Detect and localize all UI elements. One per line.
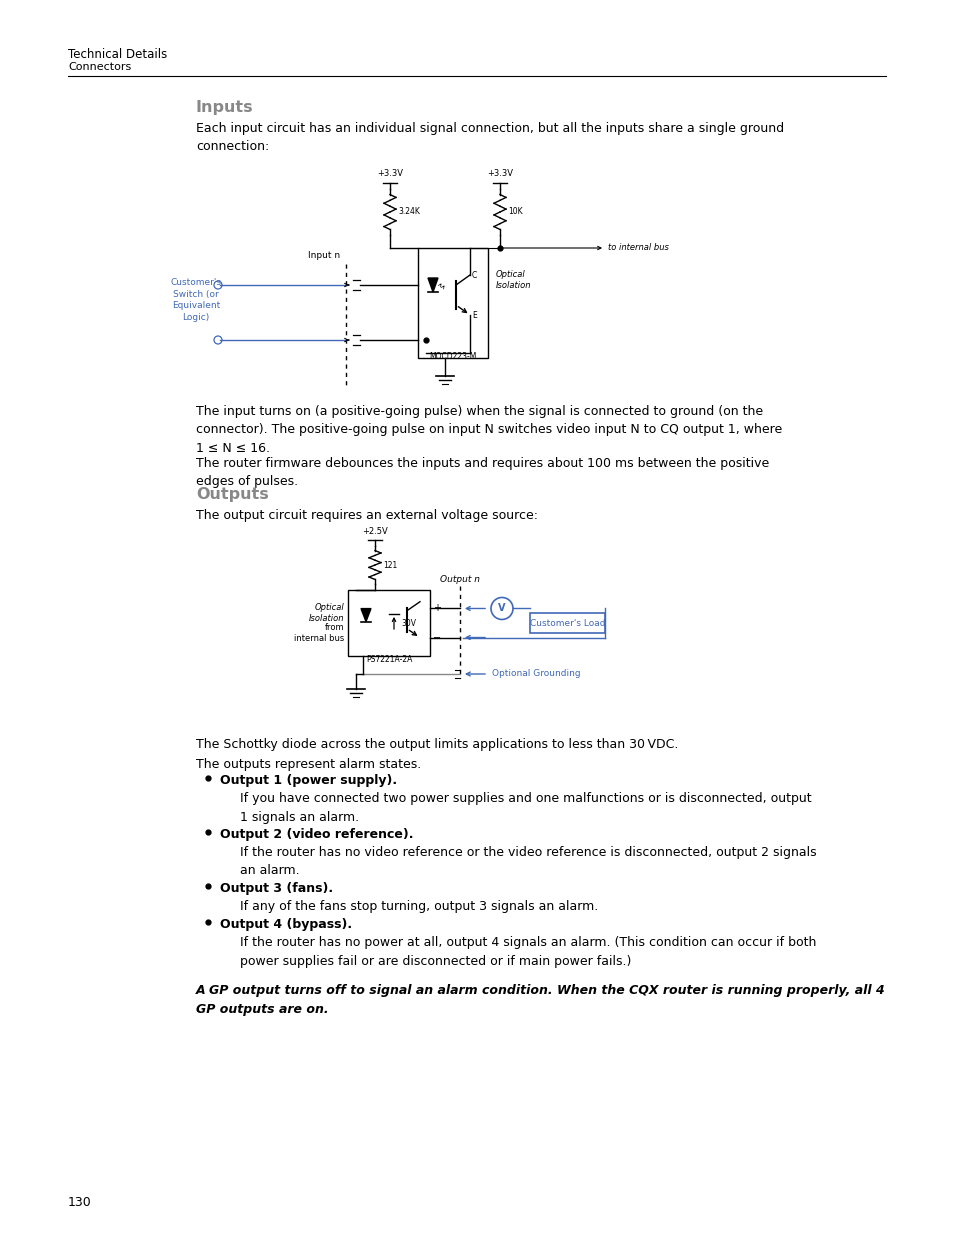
Text: The router firmware debounces the inputs and requires about 100 ms between the p: The router firmware debounces the inputs… <box>195 457 768 489</box>
Text: PS7221A-2A: PS7221A-2A <box>365 655 412 664</box>
Text: A GP output turns off to signal an alarm condition. When the CQX router is runni: A GP output turns off to signal an alarm… <box>195 984 884 1015</box>
Text: +2.5V: +2.5V <box>362 527 388 536</box>
Text: 130: 130 <box>68 1195 91 1209</box>
Text: 10K: 10K <box>507 207 522 216</box>
Text: Optical
Isolation: Optical Isolation <box>308 603 344 624</box>
Text: If any of the fans stop turning, output 3 signals an alarm.: If any of the fans stop turning, output … <box>240 900 598 913</box>
Text: −: − <box>433 632 440 642</box>
Text: to internal bus: to internal bus <box>607 243 668 252</box>
Text: +3.3V: +3.3V <box>486 169 513 178</box>
Bar <box>530 613 604 634</box>
Text: Each input circuit has an individual signal connection, but all the inputs share: Each input circuit has an individual sig… <box>195 122 783 153</box>
Text: If the router has no power at all, output 4 signals an alarm. (This condition ca: If the router has no power at all, outpu… <box>240 936 816 967</box>
Text: Connectors: Connectors <box>68 62 132 72</box>
Text: 30V: 30V <box>400 619 416 627</box>
Text: Optional Grounding: Optional Grounding <box>492 669 580 678</box>
Text: from
internal bus: from internal bus <box>294 622 344 643</box>
Text: Outputs: Outputs <box>195 487 269 501</box>
Bar <box>417 248 488 358</box>
Text: The outputs represent alarm states.: The outputs represent alarm states. <box>195 758 421 771</box>
Text: +3.3V: +3.3V <box>376 169 402 178</box>
Text: The output circuit requires an external voltage source:: The output circuit requires an external … <box>195 509 537 522</box>
Text: Output n: Output n <box>439 576 479 584</box>
Text: MOCD223-M: MOCD223-M <box>429 352 476 361</box>
Text: Output 4 (bypass).: Output 4 (bypass). <box>220 918 352 931</box>
Text: Customer's
Switch (or
Equivalent
Logic): Customer's Switch (or Equivalent Logic) <box>171 278 221 322</box>
Text: Output 2 (video reference).: Output 2 (video reference). <box>220 827 413 841</box>
Polygon shape <box>360 609 371 621</box>
Text: The Schottky diode across the output limits applications to less than 30 VDC.: The Schottky diode across the output lim… <box>195 739 678 751</box>
Text: Output 1 (power supply).: Output 1 (power supply). <box>220 774 396 787</box>
Text: Technical Details: Technical Details <box>68 48 167 61</box>
Text: If you have connected two power supplies and one malfunctions or is disconnected: If you have connected two power supplies… <box>240 792 811 824</box>
Text: Inputs: Inputs <box>195 100 253 115</box>
Text: C: C <box>472 270 476 279</box>
Bar <box>348 590 430 656</box>
Text: E: E <box>472 310 476 320</box>
Text: V: V <box>497 604 505 614</box>
Text: Customer's Load: Customer's Load <box>529 619 604 627</box>
Text: If the router has no video reference or the video reference is disconnected, out: If the router has no video reference or … <box>240 846 816 878</box>
Text: The input turns on (a positive-going pulse) when the signal is connected to grou: The input turns on (a positive-going pul… <box>195 405 781 454</box>
Text: 121: 121 <box>382 561 396 569</box>
Polygon shape <box>428 278 437 291</box>
Text: Output 3 (fans).: Output 3 (fans). <box>220 882 333 895</box>
Text: +: + <box>433 604 440 614</box>
Text: Optical
Isolation: Optical Isolation <box>496 270 531 290</box>
Text: 3.24K: 3.24K <box>397 207 419 216</box>
Text: Input n: Input n <box>308 251 339 259</box>
